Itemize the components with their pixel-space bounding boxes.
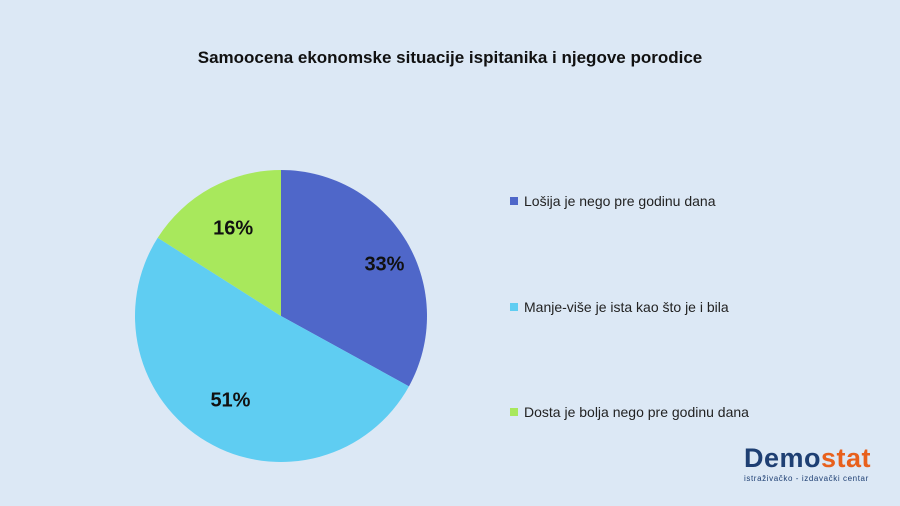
pie-data-label-2: 51% xyxy=(210,390,250,412)
pie-slice-1 xyxy=(281,170,427,387)
legend-swatch-icon xyxy=(510,408,518,416)
legend-item-losija: Lošija je nego pre godinu dana xyxy=(510,193,716,209)
legend-item-bolja: Dosta je bolja nego pre godinu dana xyxy=(510,404,749,420)
legend-swatch-icon xyxy=(510,303,518,311)
pie-slice-3 xyxy=(157,170,281,316)
logo-subtitle: istraživačko - izdavački centar xyxy=(744,474,869,483)
pie-slice-2 xyxy=(135,237,409,462)
legend-label: Manje-više je ista kao što je i bila xyxy=(524,299,729,315)
demostat-logo: Demostat istraživačko - izdavački centar xyxy=(744,444,884,483)
logo-word-part2: stat xyxy=(821,443,872,473)
legend-label: Dosta je bolja nego pre godinu dana xyxy=(524,404,749,420)
legend-label: Lošija je nego pre godinu dana xyxy=(524,193,716,209)
logo-word-part1: Demo xyxy=(744,443,822,473)
legend-swatch-icon xyxy=(510,197,518,205)
pie-data-label-3: 16% xyxy=(213,217,253,239)
pie-data-label-1: 33% xyxy=(364,254,404,276)
chart-title: Samoocena ekonomske situacije ispitanika… xyxy=(197,48,703,67)
legend-item-ista: Manje-više je ista kao što je i bila xyxy=(510,299,729,315)
